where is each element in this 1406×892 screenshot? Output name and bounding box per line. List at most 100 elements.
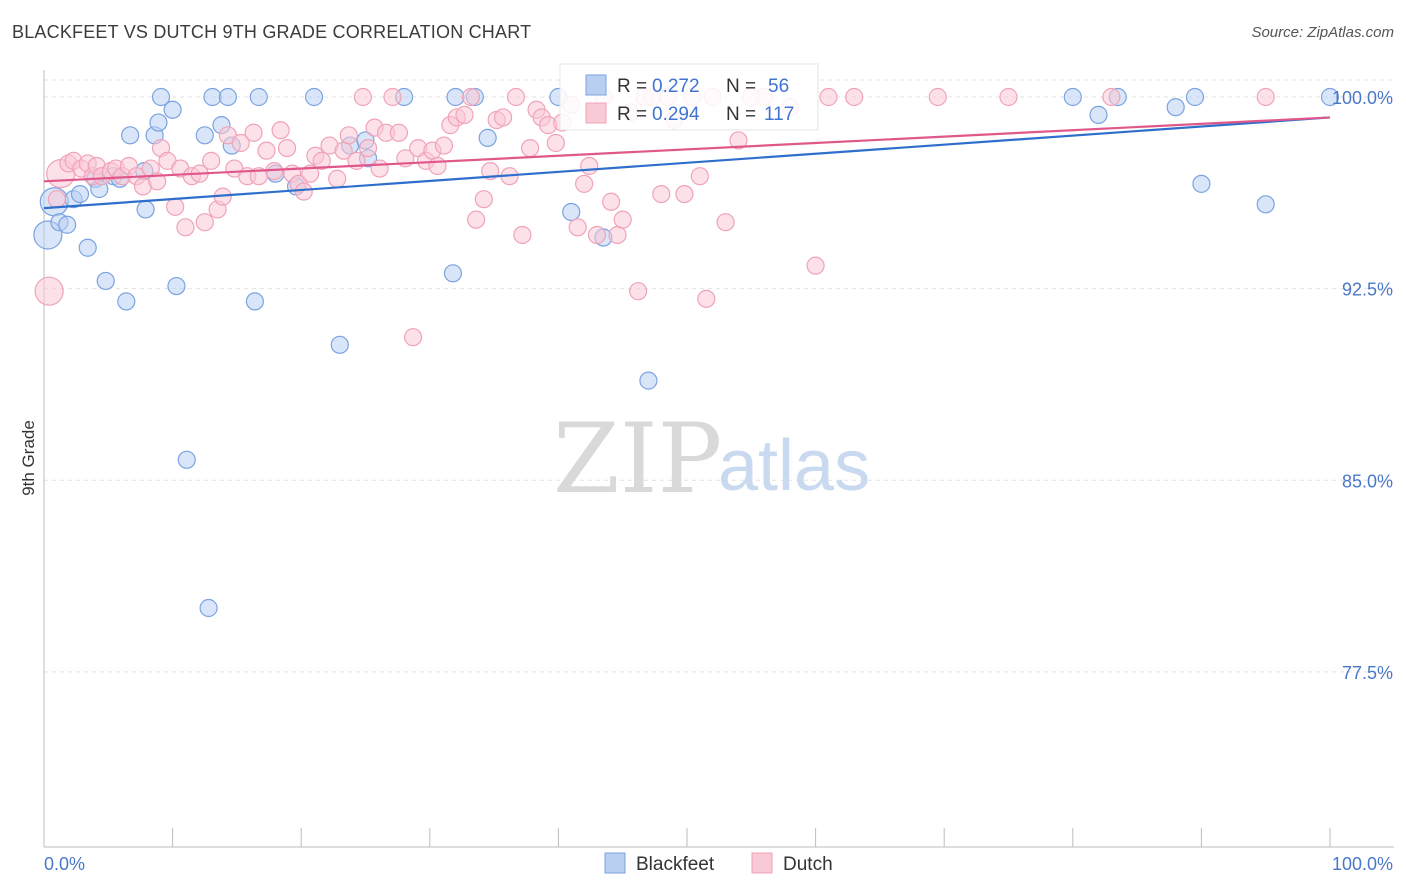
data-point-blackfeet: [562, 202, 581, 222]
data-point-dutch: [613, 210, 632, 229]
legend-swatch-dutch: [585, 102, 607, 124]
data-point-blackfeet: [304, 87, 324, 107]
data-point-blackfeet: [330, 335, 349, 354]
data-point-blackfeet: [195, 126, 214, 145]
data-point-dutch: [195, 213, 214, 232]
legend-bottom-swatch-dutch: [751, 852, 773, 874]
data-point-blackfeet: [443, 264, 463, 283]
data-point-dutch: [294, 182, 313, 201]
legend-r-value: 0.294: [652, 104, 700, 125]
data-point-dutch: [999, 87, 1018, 107]
x-tick-label-left: 0.0%: [44, 854, 85, 874]
data-point-blackfeet: [245, 292, 265, 311]
data-point-dutch: [328, 169, 347, 188]
data-point-blackfeet: [639, 371, 658, 390]
y-tick-labels: 100.0% 92.5% 85.0% 77.5%: [1332, 88, 1393, 683]
data-point-blackfeet: [1089, 105, 1108, 124]
data-point-dutch: [494, 108, 513, 127]
y-tick-label: 92.5%: [1342, 280, 1393, 300]
trendline-blackfeet: [43, 116, 1331, 210]
data-point-dutch: [652, 184, 671, 204]
data-point-dutch: [358, 139, 378, 158]
legend-r-label: R =: [617, 104, 647, 125]
data-point-dutch: [1256, 87, 1275, 107]
watermark: ZIP atlas: [553, 403, 870, 515]
watermark-atlas: atlas: [718, 426, 870, 506]
legend-r-label: R =: [617, 76, 647, 97]
legend-r-value: 0.272: [652, 76, 700, 97]
data-point-dutch: [461, 87, 481, 107]
data-point-dutch: [928, 87, 947, 107]
data-point-dutch: [806, 256, 825, 275]
data-point-dutch: [148, 172, 167, 191]
data-point-dutch: [277, 139, 297, 158]
data-point-dutch: [370, 159, 389, 178]
data-point-blackfeet: [199, 598, 218, 618]
data-point-dutch: [580, 156, 599, 176]
x-tick-label-right: 100.0%: [1332, 854, 1393, 874]
data-point-blackfeet: [121, 126, 140, 145]
data-point-blackfeet: [149, 113, 168, 132]
y-axis-label: 9th Grade: [19, 420, 38, 496]
trendline-dutch: [43, 116, 1331, 183]
legend-n-value: 117: [764, 104, 794, 125]
legend-bottom-swatch-blackfeet: [604, 852, 626, 874]
data-point-dutch: [389, 123, 409, 142]
data-point-dutch: [1102, 87, 1121, 107]
data-point-dutch: [34, 276, 64, 306]
y-tick-label: 100.0%: [1332, 88, 1393, 108]
source-label: Source: ZipAtlas.com: [1251, 24, 1394, 41]
data-point-dutch: [257, 141, 276, 160]
data-point-dutch: [690, 167, 709, 186]
data-point-dutch: [312, 151, 331, 170]
data-point-dutch: [608, 225, 627, 245]
chart-title: BLACKFEET VS DUTCH 9TH GRADE CORRELATION…: [12, 22, 532, 42]
data-point-blackfeet: [96, 271, 115, 291]
data-point-blackfeet: [136, 200, 155, 219]
data-point-blackfeet: [1185, 87, 1205, 107]
legend-swatch-blackfeet: [585, 74, 607, 96]
data-point-dutch: [546, 133, 565, 153]
data-point-dutch: [602, 192, 621, 211]
data-point-dutch: [434, 136, 454, 155]
data-point-dutch: [202, 151, 221, 170]
y-tick-label: 77.5%: [1342, 663, 1393, 683]
legend-series: Blackfeet Dutch: [604, 852, 833, 875]
data-point-dutch: [383, 87, 402, 107]
y-tick-label: 85.0%: [1342, 471, 1393, 491]
data-point-blackfeet: [1063, 87, 1082, 107]
data-point-blackfeet: [70, 184, 90, 204]
data-point-dutch: [466, 210, 486, 229]
data-point-dutch: [339, 126, 358, 145]
data-point-blackfeet: [1256, 195, 1275, 214]
data-point-dutch: [587, 225, 607, 245]
data-point-dutch: [166, 197, 185, 216]
data-point-blackfeet: [177, 450, 196, 469]
data-point-blackfeet: [478, 128, 497, 147]
data-point-dutch: [353, 87, 373, 107]
legend-n-label: N =: [726, 104, 756, 125]
data-point-blackfeet: [249, 87, 268, 107]
data-point-dutch: [513, 225, 532, 245]
data-point-dutch: [845, 87, 864, 107]
legend-bottom-label-blackfeet: Blackfeet: [636, 854, 715, 875]
data-point-blackfeet: [1320, 87, 1340, 107]
legend-n-label: N =: [726, 76, 756, 97]
legend-bottom-label-dutch: Dutch: [783, 854, 833, 875]
data-point-dutch: [629, 282, 648, 301]
data-point-dutch: [403, 328, 423, 347]
data-point-dutch: [521, 139, 540, 158]
series-dutch: [34, 87, 1275, 347]
data-point-blackfeet: [1166, 98, 1185, 117]
data-point-blackfeet: [203, 87, 222, 107]
trendlines: [43, 116, 1331, 210]
data-point-dutch: [697, 289, 716, 308]
data-point-dutch: [271, 121, 290, 140]
data-point-dutch: [506, 87, 526, 107]
x-ticks: [172, 828, 1331, 847]
data-point-blackfeet: [163, 100, 182, 119]
data-point-blackfeet: [218, 87, 237, 107]
legend-stats: R = 0.272 N = 56 R = 0.294 N = 117: [559, 63, 819, 131]
data-point-dutch: [176, 218, 195, 237]
